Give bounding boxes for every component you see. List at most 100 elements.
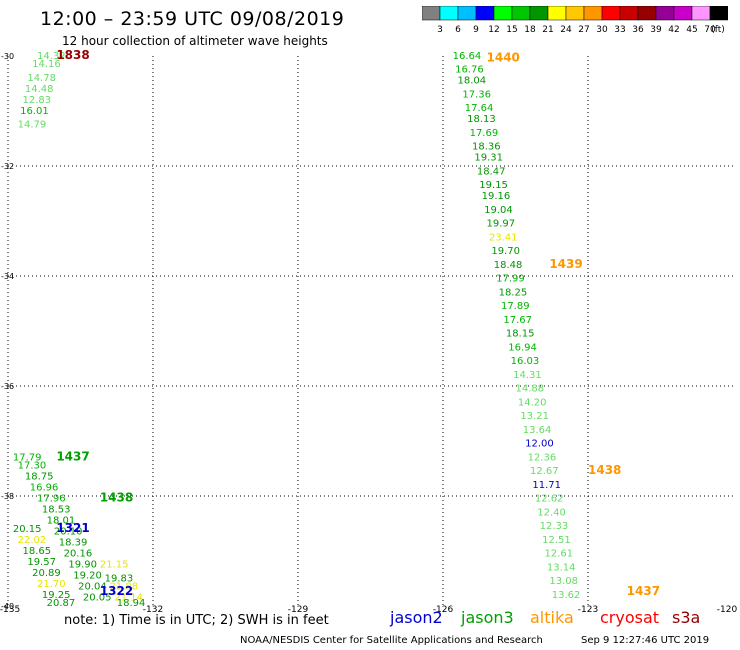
chart-subtitle: 12 hour collection of altimeter wave hei… [62, 34, 328, 48]
colorbar-label: 27 [578, 25, 589, 34]
colorbar-label: 18 [524, 25, 536, 34]
swh-value: 20.89 [32, 568, 61, 579]
swh-value: 18.39 [59, 538, 88, 549]
time-label: 1437 [627, 584, 660, 598]
swh-value: 14.31 [513, 370, 542, 381]
swh-value: 16.64 [453, 51, 482, 62]
colorbar-label: 70 [704, 25, 716, 34]
swh-value: 17.30 [18, 461, 47, 472]
colorbar-label: 3 [437, 25, 443, 34]
swh-value: 18.04 [458, 76, 487, 87]
x-tick-label: -120 [717, 605, 738, 612]
swh-value: 20.16 [64, 549, 93, 560]
swh-value: 19.04 [484, 205, 513, 216]
swh-value: 12.36 [528, 452, 557, 463]
legend-jason3: jason3 [461, 608, 514, 627]
swh-value: 17.89 [501, 301, 530, 312]
swh-value: 17.67 [503, 315, 532, 326]
y-tick-label: -40 [1, 602, 14, 611]
swh-value: 19.57 [27, 557, 56, 568]
swh-value: 21.70 [37, 579, 66, 590]
grid-lines [8, 56, 733, 606]
chart-title: 12:00 – 23:59 UTC 09/08/2019 [40, 8, 345, 30]
colorbar-label: 39 [650, 25, 662, 34]
swh-value: 14.79 [18, 120, 47, 131]
swh-value: 18.01 [47, 516, 76, 527]
time-label: 1437 [56, 449, 89, 463]
swh-value: 14.32 [37, 51, 66, 62]
swh-value: 14.16 [32, 59, 61, 70]
swh-value: 17.36 [462, 89, 491, 100]
swh-value: 12.62 [535, 494, 564, 505]
time-label: 1440 [487, 51, 520, 65]
swh-value: 12.51 [542, 535, 571, 546]
swh-value: 16.96 [30, 483, 59, 494]
swh-value: 19.15 [479, 180, 508, 191]
swh-value: 12.00 [525, 439, 554, 450]
swh-value: 14.48 [25, 84, 54, 95]
swh-value: 17.64 [465, 103, 494, 114]
colorbar-swatch [709, 6, 728, 21]
swh-value: 18.13 [467, 114, 496, 125]
swh-value: 17.79 [13, 452, 42, 463]
swh-value: 17.96 [37, 494, 66, 505]
colorbar-label: 6 [455, 25, 461, 34]
colorbar-label: 12 [488, 25, 499, 34]
swh-value: 14.88 [516, 384, 545, 395]
swh-value: 18.53 [42, 505, 71, 516]
swh-value: 13.14 [547, 562, 576, 573]
swh-value: 16.94 [508, 342, 537, 353]
time-label: 1838 [56, 48, 89, 62]
note-text: note: 1) Time is in UTC; 2) SWH is in fe… [64, 613, 329, 628]
y-tick-label: -32 [1, 162, 14, 171]
swh-value: 21.15 [100, 560, 129, 571]
swh-value: 16.03 [511, 356, 540, 367]
x-tick-label: -135 [0, 605, 20, 612]
swh-value: 12.61 [545, 549, 574, 560]
swh-value: 21.88 [110, 582, 139, 593]
track-jason3-west: 17.7917.3018.7516.9617.9618.5318.0120.10… [13, 452, 112, 603]
legend-s3a: s3a [672, 608, 701, 627]
swh-value: 16.76 [455, 65, 484, 76]
x-tick-label: -129 [288, 605, 309, 612]
swh-value: 18.36 [472, 142, 501, 153]
x-tick-label: -132 [143, 605, 163, 612]
swh-value: 20.05 [83, 593, 112, 604]
swh-value: 19.70 [491, 246, 520, 257]
colorbar-label: 24 [560, 25, 572, 34]
swh-value: 18.47 [477, 166, 506, 177]
swh-value: 23.41 [489, 232, 518, 243]
x-tick-label: -123 [578, 605, 598, 612]
swh-value: 22.02 [18, 535, 47, 546]
swh-value: 13.62 [552, 590, 581, 601]
time-label: 1322 [100, 584, 133, 598]
colorbar-label: 9 [473, 25, 479, 34]
swh-value: 19.90 [68, 560, 97, 571]
swh-value: 19.97 [487, 219, 516, 230]
swh-value: 17.99 [496, 274, 525, 285]
y-tick-label: -36 [1, 382, 14, 391]
swh-value: 12.33 [540, 521, 569, 532]
legend-cryosat: cryosat [600, 608, 660, 627]
swh-value: 12.83 [23, 95, 52, 106]
timestamp-text: Sep 9 12:27:46 UTC 2019 [581, 635, 710, 646]
colorbar-label: 30 [596, 25, 608, 34]
colorbar-label: 21 [542, 25, 553, 34]
swh-value: 20.10 [54, 527, 83, 538]
time-label: 1438 [588, 463, 621, 477]
swh-value: 21.14 [114, 593, 143, 604]
swh-value: 11.71 [532, 480, 561, 491]
swh-value: 19.83 [105, 573, 134, 584]
swh-value: 20.15 [13, 524, 42, 535]
colorbar-label: 45 [686, 25, 697, 34]
swh-value: 18.15 [506, 329, 535, 340]
swh-value: 17.69 [470, 128, 499, 139]
time-label: 1321 [56, 521, 89, 535]
swh-value: 18.25 [499, 287, 528, 298]
swh-value: 19.16 [482, 191, 511, 202]
swh-value: 19.20 [73, 571, 102, 582]
track-jason2-west: 20.1522.0218.6519.5720.8921.7019.2520.87… [13, 524, 146, 609]
time-label: 1438 [100, 491, 133, 505]
swh-value: 13.21 [520, 411, 549, 422]
swh-value: 13.08 [549, 576, 578, 587]
